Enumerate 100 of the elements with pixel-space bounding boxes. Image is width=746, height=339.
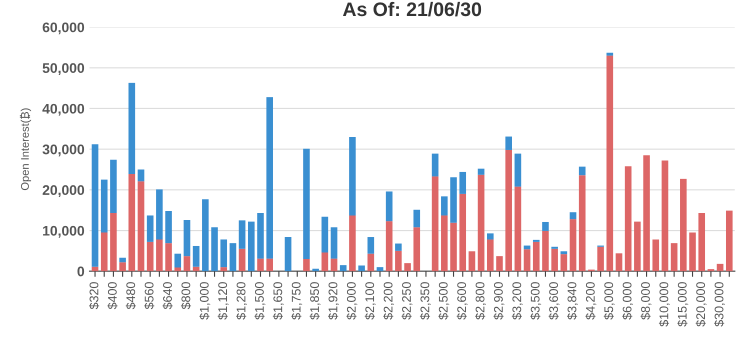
bar — [257, 258, 264, 272]
x-tick-label: $1,750 — [291, 282, 302, 320]
bar — [606, 52, 614, 56]
bar — [192, 266, 200, 272]
bar — [202, 199, 209, 272]
bar — [156, 239, 163, 272]
bar — [322, 216, 328, 252]
bar — [257, 213, 264, 259]
bar — [174, 254, 182, 268]
bar — [404, 263, 411, 272]
x-tick-label: $15,000 — [677, 282, 688, 327]
x-tick-label: $1,650 — [272, 282, 284, 320]
bar — [330, 227, 338, 259]
x-tick-label: $800 — [180, 282, 192, 310]
bar — [128, 174, 136, 272]
x-tick-label: $1,920 — [328, 282, 339, 320]
y-tick-label: 10,000 — [43, 226, 84, 238]
bar — [634, 222, 641, 272]
bar — [413, 210, 420, 228]
bar — [514, 154, 522, 187]
bar — [652, 239, 660, 272]
bar — [450, 222, 457, 272]
bar — [138, 181, 144, 272]
x-tick-label: $3,500 — [530, 282, 542, 320]
bar — [220, 267, 228, 272]
chart-title: As Of: 21/06/30 — [342, 2, 482, 16]
bar — [110, 213, 117, 272]
x-tick-label: $480 — [126, 282, 136, 310]
bar — [284, 237, 292, 272]
bar — [349, 215, 356, 272]
bar — [238, 248, 246, 272]
x-tick-label: $6,000 — [622, 282, 634, 320]
y-tick-label: 30,000 — [42, 144, 84, 156]
x-tick-label: $400 — [107, 282, 118, 310]
y-tick-label: 0 — [77, 266, 84, 276]
x-tick-label: $8,000 — [640, 282, 652, 320]
bar — [100, 180, 108, 233]
bar — [689, 232, 696, 272]
bar — [128, 82, 136, 174]
bar — [441, 196, 448, 216]
bar — [119, 262, 126, 272]
x-tick-label: $2,000 — [346, 282, 358, 320]
bar — [303, 148, 310, 259]
x-tick-label: $2,250 — [402, 282, 412, 320]
bar — [698, 213, 706, 272]
bar — [560, 254, 568, 272]
bar — [478, 168, 484, 175]
bar — [486, 233, 494, 240]
bar — [578, 175, 586, 272]
bar — [165, 243, 172, 272]
bar — [459, 172, 466, 194]
bar — [616, 253, 622, 272]
x-tick-label: $1,280 — [236, 282, 247, 320]
bar — [248, 222, 255, 272]
y-tick-label: 40,000 — [42, 104, 84, 116]
bar — [220, 239, 228, 268]
bar — [662, 160, 668, 272]
y-tick-label: 60,000 — [42, 22, 84, 34]
x-tick-label: $4,200 — [585, 282, 596, 320]
bar — [138, 170, 144, 182]
x-tick-label: $3,600 — [548, 282, 560, 320]
x-tick-label: $2,500 — [438, 282, 450, 320]
bar — [542, 222, 549, 231]
bar — [441, 215, 448, 272]
x-tick-label: $560 — [144, 282, 154, 310]
bar — [551, 248, 558, 272]
bar — [643, 155, 650, 272]
bar — [413, 227, 420, 272]
x-tick-label: $2,600 — [456, 282, 468, 320]
x-tick-label: $3,840 — [567, 282, 578, 320]
bar — [505, 136, 512, 150]
bar — [174, 268, 182, 272]
bar — [395, 244, 402, 251]
bar — [146, 242, 154, 272]
bar — [578, 166, 586, 176]
bar — [716, 264, 724, 272]
bar — [395, 250, 402, 272]
bar — [606, 56, 614, 272]
bar — [624, 166, 632, 272]
bar — [367, 254, 374, 272]
bar — [146, 215, 154, 242]
y-tick-label: 50,000 — [42, 63, 84, 75]
bar — [450, 177, 457, 223]
bar — [230, 243, 236, 272]
bar — [597, 246, 604, 272]
bar — [156, 189, 163, 240]
bar — [570, 212, 576, 220]
bar — [376, 267, 384, 272]
bar — [514, 186, 522, 272]
bar — [386, 191, 392, 222]
x-tick-label: $2,800 — [475, 282, 486, 320]
bar — [266, 258, 273, 272]
bar — [486, 239, 494, 272]
y-axis-title: Open Interest(₿) — [20, 108, 32, 190]
bar — [192, 246, 200, 267]
bar — [349, 136, 356, 216]
bar — [322, 252, 328, 272]
x-tick-label: $30,000 — [714, 282, 725, 327]
x-tick-label: $1,500 — [254, 282, 266, 320]
x-tick-label: $3,200 — [512, 282, 523, 320]
